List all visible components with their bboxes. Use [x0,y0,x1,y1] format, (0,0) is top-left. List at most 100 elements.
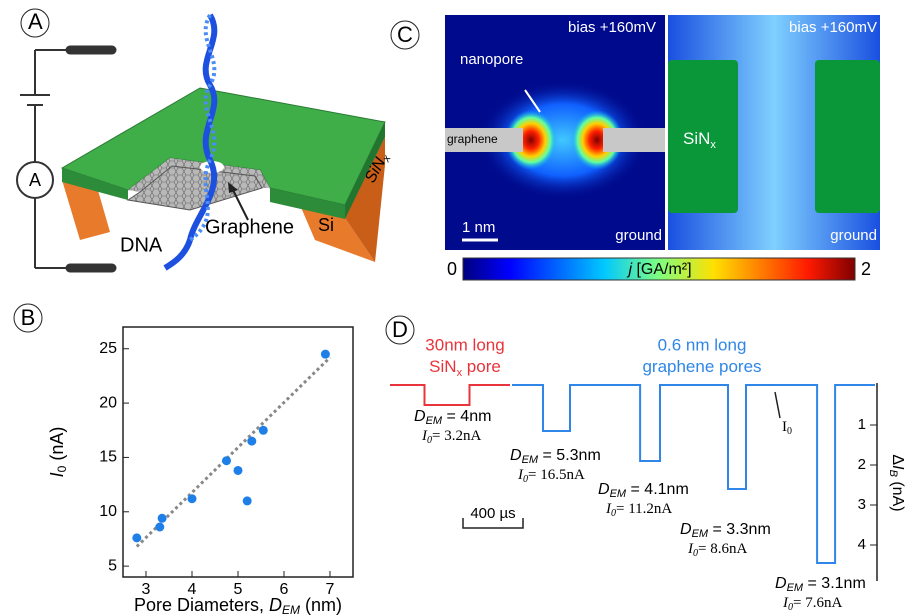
event-diameter-part: = 3.1nm [803,575,866,592]
series-label: 0.6 nm long [658,335,747,354]
colorbar-unit: [GA/m²] [636,261,691,278]
x-axis-label-part: D [269,595,282,615]
y-axis-label: I0 (nA) [47,427,69,478]
panel-label: A [28,9,43,34]
data-point [234,466,243,475]
series-label-part: graphene pores [642,357,761,376]
event-diameter: DEM = 4nm [414,408,491,427]
colorbar-max: 2 [861,259,871,279]
figure: A A DNA Graphene Si SiNx C bias +160mV b… [0,0,906,616]
event-diameter-part: = 4nm [442,408,491,425]
arrow [775,392,780,418]
scale-label: 1 nm [462,219,495,236]
y-axis-label-part: Δ [889,454,906,465]
y-tick-label: 1 [858,416,866,433]
x-axis-label-part: (nm) [300,595,342,615]
data-point [155,523,164,532]
event-diameter-part: D [414,408,426,425]
dna-label: DNA [120,234,163,256]
series-label: SiNx pore [429,357,501,378]
event-current-part: = 3.2nA [432,428,481,444]
panel-a: A A DNA Graphene Si SiNx [17,9,394,268]
event-diameter: DEM = 4.1nm [598,481,689,500]
panel-label: C [397,22,413,47]
colorbar-min: 0 [447,259,457,279]
event-diameter: DEM = 3.1nm [775,575,866,594]
event-current-part: = 7.6nA [793,595,842,611]
event-diameter-part: = 5.3nm [538,447,601,464]
y-tick-label: 15 [99,449,117,466]
event-diameter-part: = 3.3nm [708,521,771,538]
data-point [188,494,197,503]
graphene-label: Graphene [205,216,294,238]
x-axis-label-part: Pore Diameters, [134,595,269,615]
event-current: I0= 16.5nA [517,467,585,485]
event-current: I0= 7.6nA [782,595,842,613]
data-point [158,514,167,523]
event-diameter-part: EM [692,528,709,540]
y-axis-label-part: (nA) [47,427,67,466]
scale-bar-label: 400 µs [470,505,515,522]
event-current-part: = 8.6nA [698,541,747,557]
data-point [247,437,256,446]
data-point [132,533,141,542]
y-axis-label: ΔIB (nA) [887,454,906,511]
nanopore-label: nanopore [460,51,523,68]
sinx-label: SiN [683,129,710,148]
y-tick-label: 10 [99,503,117,520]
event-current: I0= 11.2nA [605,501,672,519]
ground-label: ground [615,227,662,244]
event-diameter-part: = 4.1nm [626,481,689,498]
event-current-part: = 11.2nA [616,501,672,517]
event-diameter-part: EM [787,582,804,594]
y-tick-label: 20 [99,394,117,411]
baseline-label: I0 [782,419,792,437]
trace-line [390,385,510,405]
event-current: I0= 8.6nA [687,541,747,559]
graphene-layer [603,128,665,152]
ground-label: ground [830,227,877,244]
data-point [222,456,231,465]
event-current: I0= 3.2nA [421,428,481,446]
series-label: graphene pores [642,357,761,376]
y-tick-label: 5 [108,557,117,574]
y-tick-label: 2 [858,456,866,473]
sinx-sub: x [710,139,716,151]
event-current-part: = 16.5nA [528,467,585,483]
y-tick-label: 4 [858,536,866,553]
y-tick-label: 25 [99,340,117,357]
x-axis-label-part: EM [282,603,300,616]
x-axis-label: Pore Diameters, DEM (nm) [134,595,342,616]
plot-frame [123,327,353,577]
sinx-block [815,60,880,213]
y-tick-label: 3 [858,496,866,513]
bias-label: bias +160mV [568,19,656,36]
bias-label: bias +160mV [789,19,877,36]
si-label: Si [318,215,334,235]
data-point [259,426,268,435]
plots: 34567510152025I0 (nA)Pore Diameters, DEM… [47,327,906,616]
panel-c: C bias +160mV bias +160mV nanopore graph… [391,15,880,280]
event-diameter: DEM = 3.3nm [680,521,771,540]
colorbar-label: j [GA/m²] [626,261,691,278]
event-diameter-part: D [598,481,610,498]
baseline-label-part: 0 [787,426,792,437]
event-diameter-part: D [510,447,522,464]
data-point [321,350,330,359]
ammeter-label: A [29,170,41,190]
series-label: 30nm long [425,335,504,354]
event-diameter-part: EM [426,415,443,427]
graphene-label: graphene [447,132,498,146]
panel-label: B [21,305,36,330]
event-diameter-part: EM [610,488,627,500]
series-label-part: SiN [429,357,456,376]
y-axis-label-part: (nA) [889,477,906,512]
series-label-part: pore [462,357,501,376]
event-diameter-part: D [680,521,692,538]
data-point [243,496,252,505]
event-diameter-part: D [775,575,787,592]
panel-label: D [392,317,408,342]
y-axis-label-part: B [887,470,899,477]
event-diameter: DEM = 5.3nm [510,447,601,466]
event-diameter-part: EM [522,454,539,466]
